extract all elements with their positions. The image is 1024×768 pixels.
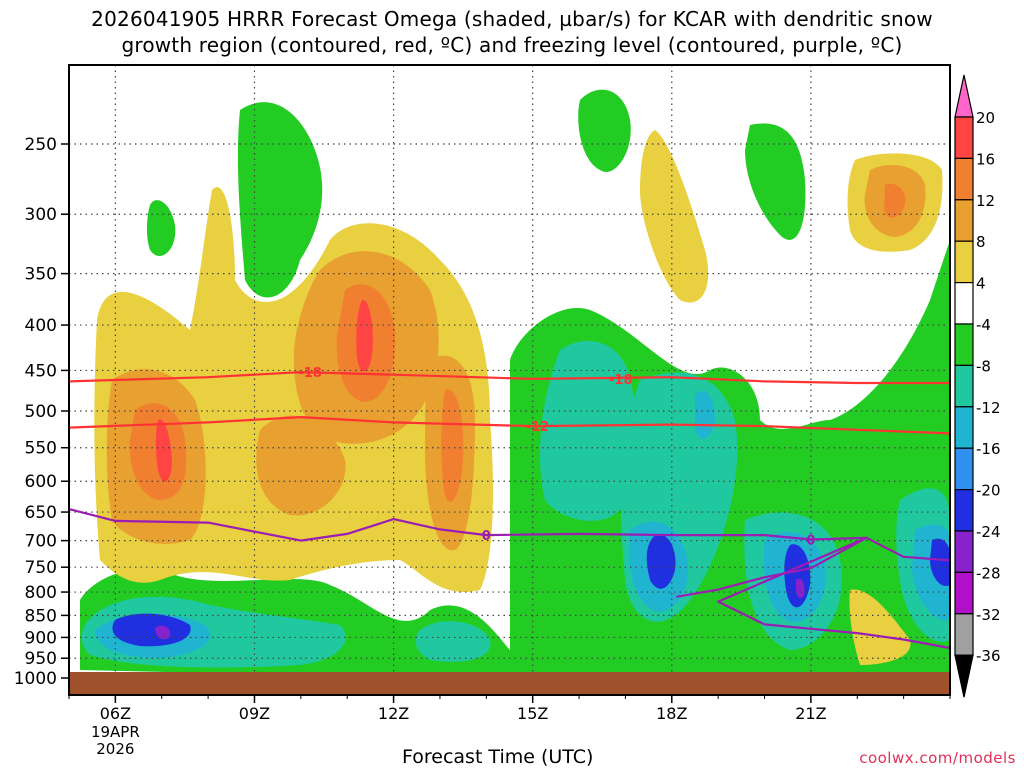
- y-tick-label: 350: [25, 265, 57, 285]
- omega-region: [237, 102, 323, 298]
- temperature-contours: -18 -18 -12 0 0: [68, 366, 951, 650]
- x-tick-label: 18Z: [656, 704, 687, 723]
- omega-region: [80, 240, 950, 690]
- colorbar-label: -16: [976, 440, 1001, 458]
- x-tick-sublabel: 19APR: [91, 723, 140, 741]
- y-tick-label: 750: [25, 558, 57, 578]
- omega-region: [930, 538, 950, 586]
- colorbar-swatch: [954, 406, 974, 449]
- colorbar-label: -8: [976, 357, 991, 375]
- x-tick-label: 06Z: [100, 704, 131, 723]
- isotherm-label: -12: [526, 420, 550, 435]
- colorbar-swatch: [954, 530, 974, 574]
- colorbar-swatch: [954, 199, 974, 242]
- isotherm-label: -18: [298, 366, 322, 381]
- y-tick-label: 650: [25, 503, 57, 523]
- colorbar-label: 8: [976, 233, 986, 251]
- chart-title-line1: 2026041905 HRRR Forecast Omega (shaded, …: [91, 7, 933, 31]
- omega-region: [640, 130, 709, 303]
- colorbar-swatch: [954, 157, 974, 201]
- colorbar-swatch: [954, 489, 974, 532]
- colorbar-label: 12: [976, 192, 995, 210]
- omega-colorbar: 20 16 12 8 4 -4 -8 -12 -16 -20 -24 -28 -32 -36: [954, 74, 1001, 698]
- y-tick-label: 250: [25, 135, 57, 155]
- x-tick-label: 15Z: [517, 704, 548, 723]
- y-tick-label: 700: [25, 532, 57, 552]
- x-axis-label: Forecast Time (UTC): [402, 746, 594, 768]
- y-tick-label: 1000: [14, 669, 57, 689]
- y-tick-label: 450: [25, 361, 57, 381]
- omega-region: [415, 621, 491, 662]
- omega-region: [356, 299, 373, 372]
- omega-region: [155, 625, 171, 640]
- y-tick-label: 300: [25, 205, 57, 225]
- y-tick-label: 400: [25, 316, 57, 336]
- isotherm-line: [68, 416, 951, 435]
- omega-region: [578, 89, 631, 172]
- source-credit: coolwx.com/models: [859, 749, 1016, 767]
- isotherm-line: [676, 536, 951, 650]
- colorbar-bottom-arrow: [954, 654, 974, 698]
- isotherm-label: 0: [806, 534, 815, 549]
- colorbar-label: -12: [976, 399, 1001, 417]
- plot-frame: [68, 64, 951, 696]
- omega-shading: [80, 89, 950, 690]
- omega-region: [146, 200, 176, 256]
- y-axis-pressure: 2503003504004505005506006507007508008509…: [14, 135, 69, 689]
- colorbar-label: -20: [976, 482, 1001, 500]
- omega-region: [540, 341, 640, 521]
- omega-region: [745, 123, 806, 240]
- colorbar-label: -36: [976, 647, 1001, 665]
- colorbar-top-arrow: [954, 74, 974, 118]
- omega-region: [155, 419, 172, 482]
- omega-region: [256, 415, 346, 516]
- isotherm-label: 0: [482, 529, 491, 544]
- omega-region: [849, 589, 911, 665]
- colorbar-swatch: [954, 240, 974, 284]
- colorbar-swatch: [954, 364, 974, 408]
- colorbar-swatch: [954, 613, 974, 656]
- x-tick-label: 09Z: [239, 704, 270, 723]
- x-tick-sublabel: 2026: [96, 740, 134, 758]
- x-tick-label: 21Z: [795, 704, 826, 723]
- colorbar-label: -32: [976, 606, 1001, 624]
- omega-region: [441, 389, 464, 502]
- omega-region: [695, 391, 715, 439]
- colorbar-swatch: [954, 447, 974, 491]
- y-tick-label: 600: [25, 472, 57, 492]
- colorbar-swatch: [954, 282, 974, 325]
- y-tick-label: 950: [25, 649, 57, 669]
- x-tick-label: 12Z: [378, 704, 409, 723]
- colorbar-swatch: [954, 116, 974, 160]
- colorbar-label: -4: [976, 316, 991, 334]
- isotherm-label: -18: [609, 373, 633, 388]
- colorbar-swatch: [954, 323, 974, 367]
- colorbar-label: -24: [976, 523, 1001, 541]
- colorbar-label: 4: [976, 275, 986, 293]
- isotherm-line: [68, 371, 950, 385]
- y-tick-label: 500: [25, 402, 57, 422]
- y-tick-label: 800: [25, 583, 57, 603]
- chart-title-line2: growth region (contoured, red, ºC) and f…: [121, 33, 903, 57]
- y-tick-label: 900: [25, 628, 57, 648]
- chart-gridlines: [69, 65, 950, 695]
- y-tick-label: 550: [25, 439, 57, 459]
- colorbar-label: 16: [976, 150, 995, 168]
- y-tick-label: 850: [25, 606, 57, 626]
- omega-region: [795, 578, 805, 599]
- colorbar-swatch: [954, 571, 974, 615]
- isotherm-line: [68, 508, 951, 562]
- ground-strip: [69, 672, 950, 695]
- omega-region: [884, 183, 906, 218]
- colorbar-label: 20: [976, 109, 995, 127]
- colorbar-label: -28: [976, 564, 1001, 582]
- omega-region: [646, 534, 676, 589]
- omega-region: [112, 613, 191, 647]
